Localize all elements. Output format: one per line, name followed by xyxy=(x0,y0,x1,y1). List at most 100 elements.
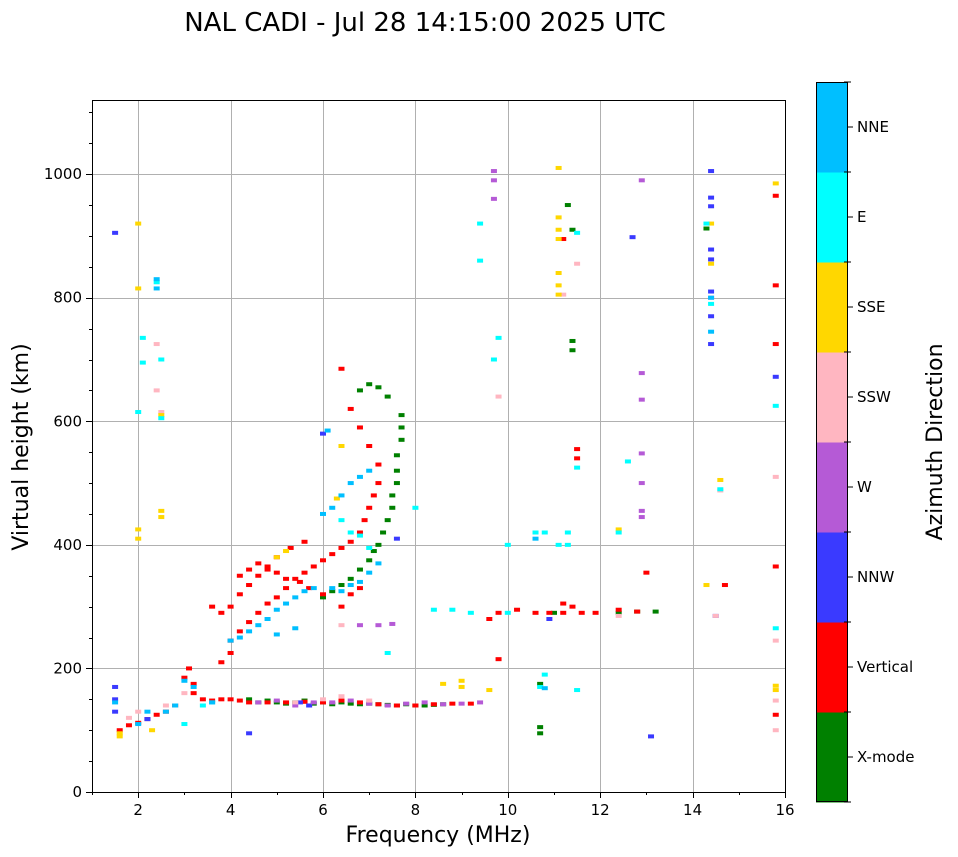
data-point xyxy=(338,589,345,594)
data-point xyxy=(569,338,576,343)
data-point xyxy=(283,586,290,591)
data-point xyxy=(449,701,456,706)
data-point xyxy=(574,465,581,470)
data-point xyxy=(264,617,271,621)
data-point xyxy=(370,493,377,498)
data-point xyxy=(246,567,253,572)
data-point xyxy=(537,681,544,686)
data-point xyxy=(638,515,645,520)
data-point xyxy=(236,573,243,578)
data-point xyxy=(398,413,405,418)
colorbar-tick-label: W xyxy=(857,478,872,496)
data-point xyxy=(361,518,368,523)
data-point xyxy=(560,601,567,606)
data-point xyxy=(717,477,724,482)
data-point xyxy=(338,518,345,523)
data-point xyxy=(218,610,225,615)
x-tick-label: 2 xyxy=(133,801,143,819)
data-point xyxy=(615,613,622,618)
data-point xyxy=(320,558,326,563)
data-point xyxy=(375,561,382,566)
data-point xyxy=(273,632,280,637)
data-point xyxy=(708,314,715,319)
series-e xyxy=(135,221,779,727)
data-point xyxy=(320,511,326,516)
data-point xyxy=(708,261,715,266)
data-point xyxy=(347,530,354,535)
data-point xyxy=(375,702,382,707)
data-point xyxy=(708,295,715,300)
data-point xyxy=(255,573,262,578)
data-point xyxy=(283,549,290,554)
data-point xyxy=(338,604,345,609)
data-point xyxy=(537,684,544,689)
data-point xyxy=(264,564,271,569)
chart-title: NAL CADI - Jul 28 14:15:00 2025 UTC xyxy=(184,8,666,38)
data-point xyxy=(366,444,373,448)
data-point xyxy=(384,650,391,655)
data-point xyxy=(306,703,313,708)
y-tick-label: 1000 xyxy=(44,165,82,183)
data-point xyxy=(574,456,581,461)
data-point xyxy=(246,731,253,736)
data-point xyxy=(287,545,294,550)
data-point xyxy=(347,592,354,597)
colorbar-segment xyxy=(816,712,848,803)
data-point xyxy=(246,583,253,588)
data-point xyxy=(338,444,345,448)
data-point xyxy=(301,589,308,594)
data-point xyxy=(356,530,363,535)
data-point xyxy=(615,530,622,535)
data-point xyxy=(135,527,142,532)
data-point xyxy=(227,650,234,655)
data-point xyxy=(181,691,188,696)
data-point xyxy=(772,283,779,288)
grid xyxy=(92,100,786,793)
data-point xyxy=(347,406,354,411)
data-point xyxy=(541,672,548,677)
data-point xyxy=(393,703,400,708)
series-nne xyxy=(112,277,715,727)
data-point xyxy=(209,604,216,609)
data-point xyxy=(181,675,188,680)
data-point xyxy=(458,678,465,683)
x-tick-label: 14 xyxy=(683,801,702,819)
data-point xyxy=(338,366,345,371)
data-point xyxy=(356,425,363,430)
data-point xyxy=(347,576,354,581)
data-point xyxy=(638,371,645,376)
data-point xyxy=(772,712,779,717)
x-tick-label: 4 xyxy=(226,801,236,819)
data-point xyxy=(292,700,299,705)
data-point xyxy=(246,629,253,634)
data-point xyxy=(283,700,290,705)
data-point xyxy=(772,638,779,643)
data-point xyxy=(430,607,437,612)
data-point xyxy=(712,613,719,618)
x-axis-label: Frequency (MHz) xyxy=(346,823,531,848)
data-point xyxy=(708,221,715,226)
data-point xyxy=(412,703,419,708)
data-point xyxy=(366,570,373,575)
data-point xyxy=(440,702,447,707)
data-point xyxy=(356,579,363,584)
data-point xyxy=(190,684,197,689)
data-point xyxy=(638,508,645,513)
data-point xyxy=(218,697,225,702)
data-point xyxy=(708,247,715,252)
data-point xyxy=(398,437,405,442)
x-tick-label: 12 xyxy=(591,801,610,819)
data-point xyxy=(320,592,326,597)
data-point xyxy=(624,459,631,464)
data-point xyxy=(158,515,165,520)
data-point xyxy=(574,688,581,693)
series-x-mode xyxy=(246,203,710,736)
data-point xyxy=(199,697,206,702)
data-point xyxy=(615,610,622,615)
x-tick-label: 10 xyxy=(498,801,517,819)
data-point xyxy=(574,447,581,452)
series-sse xyxy=(116,165,779,739)
data-point xyxy=(283,576,290,581)
data-point xyxy=(569,227,576,232)
data-point xyxy=(246,700,253,705)
